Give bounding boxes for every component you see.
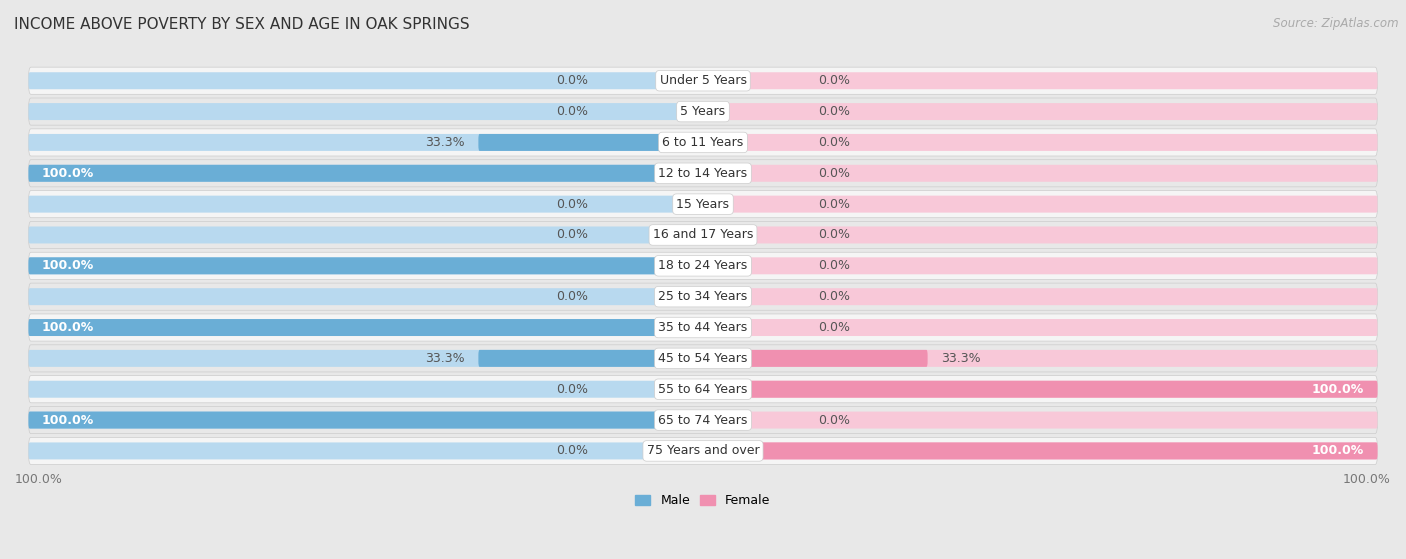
Text: 33.3%: 33.3% bbox=[425, 352, 465, 365]
Text: 100.0%: 100.0% bbox=[15, 473, 63, 486]
Text: INCOME ABOVE POVERTY BY SEX AND AGE IN OAK SPRINGS: INCOME ABOVE POVERTY BY SEX AND AGE IN O… bbox=[14, 17, 470, 32]
Legend: Male, Female: Male, Female bbox=[630, 489, 776, 512]
Text: 33.3%: 33.3% bbox=[425, 136, 465, 149]
Text: 0.0%: 0.0% bbox=[557, 229, 588, 241]
FancyBboxPatch shape bbox=[28, 72, 703, 89]
Text: 0.0%: 0.0% bbox=[818, 259, 849, 272]
Text: 0.0%: 0.0% bbox=[557, 198, 588, 211]
FancyBboxPatch shape bbox=[28, 226, 703, 244]
FancyBboxPatch shape bbox=[703, 72, 1378, 89]
FancyBboxPatch shape bbox=[28, 411, 703, 429]
Text: 0.0%: 0.0% bbox=[818, 136, 849, 149]
Text: 45 to 54 Years: 45 to 54 Years bbox=[658, 352, 748, 365]
FancyBboxPatch shape bbox=[28, 319, 703, 336]
Text: 35 to 44 Years: 35 to 44 Years bbox=[658, 321, 748, 334]
Text: 0.0%: 0.0% bbox=[818, 167, 849, 180]
FancyBboxPatch shape bbox=[28, 257, 703, 274]
Text: 0.0%: 0.0% bbox=[818, 229, 849, 241]
FancyBboxPatch shape bbox=[703, 442, 1378, 459]
Text: 0.0%: 0.0% bbox=[557, 383, 588, 396]
FancyBboxPatch shape bbox=[703, 350, 1378, 367]
Text: 5 Years: 5 Years bbox=[681, 105, 725, 118]
FancyBboxPatch shape bbox=[28, 191, 1378, 217]
Text: 12 to 14 Years: 12 to 14 Years bbox=[658, 167, 748, 180]
FancyBboxPatch shape bbox=[28, 442, 703, 459]
Text: 6 to 11 Years: 6 to 11 Years bbox=[662, 136, 744, 149]
Text: 33.3%: 33.3% bbox=[941, 352, 981, 365]
FancyBboxPatch shape bbox=[28, 406, 1378, 434]
Text: 100.0%: 100.0% bbox=[42, 321, 94, 334]
Text: 16 and 17 Years: 16 and 17 Years bbox=[652, 229, 754, 241]
FancyBboxPatch shape bbox=[28, 252, 1378, 280]
FancyBboxPatch shape bbox=[703, 134, 1378, 151]
FancyBboxPatch shape bbox=[703, 257, 1378, 274]
FancyBboxPatch shape bbox=[28, 288, 703, 305]
Text: 25 to 34 Years: 25 to 34 Years bbox=[658, 290, 748, 303]
Text: 0.0%: 0.0% bbox=[818, 414, 849, 427]
Text: 0.0%: 0.0% bbox=[818, 290, 849, 303]
Text: 15 Years: 15 Years bbox=[676, 198, 730, 211]
FancyBboxPatch shape bbox=[28, 196, 703, 212]
Text: Under 5 Years: Under 5 Years bbox=[659, 74, 747, 87]
Text: 100.0%: 100.0% bbox=[1312, 383, 1364, 396]
Text: 55 to 64 Years: 55 to 64 Years bbox=[658, 383, 748, 396]
FancyBboxPatch shape bbox=[28, 67, 1378, 94]
Text: 100.0%: 100.0% bbox=[42, 414, 94, 427]
FancyBboxPatch shape bbox=[703, 165, 1378, 182]
Text: 100.0%: 100.0% bbox=[42, 167, 94, 180]
Text: 100.0%: 100.0% bbox=[1343, 473, 1391, 486]
FancyBboxPatch shape bbox=[28, 319, 703, 336]
Text: 100.0%: 100.0% bbox=[1312, 444, 1364, 457]
FancyBboxPatch shape bbox=[478, 350, 703, 367]
FancyBboxPatch shape bbox=[703, 411, 1378, 429]
Text: 18 to 24 Years: 18 to 24 Years bbox=[658, 259, 748, 272]
FancyBboxPatch shape bbox=[28, 221, 1378, 249]
FancyBboxPatch shape bbox=[703, 319, 1378, 336]
Text: 0.0%: 0.0% bbox=[557, 290, 588, 303]
FancyBboxPatch shape bbox=[28, 134, 703, 151]
Text: 75 Years and over: 75 Years and over bbox=[647, 444, 759, 457]
FancyBboxPatch shape bbox=[28, 257, 703, 274]
FancyBboxPatch shape bbox=[28, 314, 1378, 341]
FancyBboxPatch shape bbox=[478, 134, 703, 151]
FancyBboxPatch shape bbox=[28, 345, 1378, 372]
FancyBboxPatch shape bbox=[703, 196, 1378, 212]
Text: Source: ZipAtlas.com: Source: ZipAtlas.com bbox=[1274, 17, 1399, 30]
FancyBboxPatch shape bbox=[28, 165, 703, 182]
FancyBboxPatch shape bbox=[703, 103, 1378, 120]
FancyBboxPatch shape bbox=[703, 288, 1378, 305]
Text: 0.0%: 0.0% bbox=[818, 105, 849, 118]
FancyBboxPatch shape bbox=[703, 226, 1378, 244]
FancyBboxPatch shape bbox=[28, 103, 703, 120]
Text: 0.0%: 0.0% bbox=[818, 198, 849, 211]
FancyBboxPatch shape bbox=[28, 98, 1378, 125]
FancyBboxPatch shape bbox=[28, 350, 703, 367]
FancyBboxPatch shape bbox=[703, 350, 928, 367]
Text: 0.0%: 0.0% bbox=[557, 444, 588, 457]
FancyBboxPatch shape bbox=[28, 381, 703, 397]
Text: 0.0%: 0.0% bbox=[557, 105, 588, 118]
Text: 100.0%: 100.0% bbox=[42, 259, 94, 272]
FancyBboxPatch shape bbox=[28, 129, 1378, 156]
FancyBboxPatch shape bbox=[28, 165, 703, 182]
FancyBboxPatch shape bbox=[703, 381, 1378, 397]
FancyBboxPatch shape bbox=[703, 381, 1378, 397]
Text: 65 to 74 Years: 65 to 74 Years bbox=[658, 414, 748, 427]
FancyBboxPatch shape bbox=[28, 376, 1378, 403]
FancyBboxPatch shape bbox=[28, 411, 703, 429]
FancyBboxPatch shape bbox=[28, 283, 1378, 310]
FancyBboxPatch shape bbox=[28, 160, 1378, 187]
FancyBboxPatch shape bbox=[703, 442, 1378, 459]
FancyBboxPatch shape bbox=[28, 437, 1378, 465]
Text: 0.0%: 0.0% bbox=[818, 321, 849, 334]
Text: 0.0%: 0.0% bbox=[818, 74, 849, 87]
Text: 0.0%: 0.0% bbox=[557, 74, 588, 87]
